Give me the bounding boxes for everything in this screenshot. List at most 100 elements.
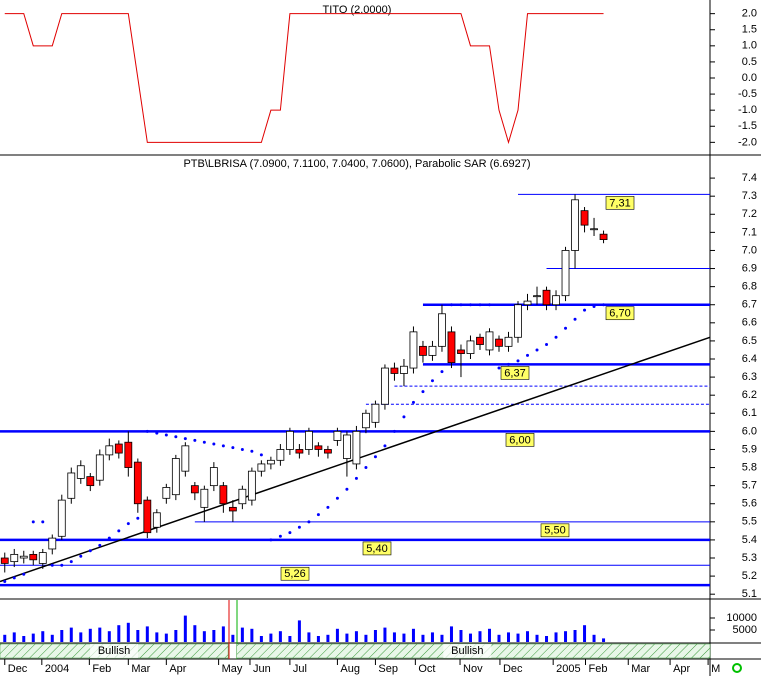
y-tick-label: 6.6 bbox=[742, 317, 757, 329]
volume-bar bbox=[411, 628, 415, 642]
candle-body bbox=[48, 537, 57, 550]
y-tick-label: 6.2 bbox=[742, 389, 757, 401]
sar-dot bbox=[497, 366, 501, 370]
sar-dot bbox=[545, 343, 549, 347]
x-tick-label: Mar bbox=[631, 663, 650, 675]
regime-label-bg bbox=[443, 644, 492, 658]
y-tick-label: 1.5 bbox=[742, 24, 757, 36]
volume-bar bbox=[22, 636, 26, 642]
candle-body bbox=[447, 331, 456, 364]
sar-dot bbox=[430, 379, 434, 383]
volume-bar bbox=[98, 627, 102, 642]
volume-bar bbox=[259, 636, 263, 642]
level-label: 7,31 bbox=[609, 197, 630, 209]
regime-label: Bullish bbox=[451, 645, 483, 657]
volume-bar bbox=[487, 628, 491, 642]
line-series bbox=[4, 13, 604, 145]
x-tick-label: Oct bbox=[418, 663, 435, 675]
candle-body bbox=[542, 289, 551, 306]
sar-dot bbox=[41, 520, 45, 524]
sar-dot bbox=[288, 531, 292, 535]
level-label-box bbox=[280, 566, 310, 581]
y-tick-label: -2.0 bbox=[738, 136, 757, 148]
y-tick-label: -1.0 bbox=[738, 104, 757, 116]
sar-dot bbox=[269, 538, 273, 542]
candle-body bbox=[476, 336, 484, 345]
y-tick-label: 7.3 bbox=[742, 190, 757, 202]
level-label-box bbox=[500, 366, 530, 380]
candle-body bbox=[162, 487, 171, 499]
volume-bar bbox=[497, 634, 501, 642]
volume-bar bbox=[307, 632, 311, 642]
sar-dot bbox=[231, 446, 235, 450]
sar-dot bbox=[411, 400, 415, 404]
sar-dot bbox=[193, 438, 197, 442]
y-tick-label: 6.8 bbox=[742, 281, 757, 293]
candle-body bbox=[29, 553, 38, 561]
sar-dot bbox=[592, 305, 596, 309]
volume-bar bbox=[526, 631, 530, 642]
candle-body bbox=[409, 331, 418, 369]
volume-bar bbox=[212, 630, 216, 642]
x-tick-label: M bbox=[711, 663, 720, 675]
volume-bar bbox=[507, 632, 511, 642]
volume-bar bbox=[554, 632, 558, 642]
sar-dot bbox=[88, 549, 92, 553]
level-label-box bbox=[540, 523, 570, 538]
candle-body bbox=[504, 336, 513, 347]
volume-bar bbox=[564, 631, 568, 642]
sar-dot bbox=[573, 317, 577, 321]
volume-bar bbox=[373, 630, 377, 642]
sar-dot bbox=[440, 370, 444, 374]
volume-bar bbox=[288, 636, 292, 642]
y-tick-label: 7.1 bbox=[742, 226, 757, 238]
sar-dot bbox=[221, 444, 225, 448]
level-label: 6,70 bbox=[609, 308, 630, 320]
volume-bar bbox=[41, 631, 45, 642]
y-tick-label: 5.2 bbox=[742, 570, 757, 582]
candle-body bbox=[390, 367, 399, 374]
candle-body bbox=[171, 458, 180, 496]
x-tick-label: Jun bbox=[253, 663, 271, 675]
sar-dot bbox=[79, 554, 83, 558]
sar-dot bbox=[478, 303, 482, 307]
candle-body bbox=[266, 459, 275, 465]
y-tick-label: 6.3 bbox=[742, 371, 757, 383]
candle-body bbox=[276, 449, 285, 461]
volume-bar bbox=[583, 625, 587, 642]
sar-dot bbox=[126, 522, 130, 526]
candle-body bbox=[200, 488, 209, 508]
sar-dot bbox=[316, 513, 320, 517]
candle-body bbox=[381, 367, 389, 405]
candle-body bbox=[181, 445, 190, 472]
x-tick-label: Feb bbox=[588, 663, 607, 675]
sar-dot bbox=[107, 536, 111, 540]
regime-label: Bullish bbox=[98, 645, 130, 657]
sar-dot bbox=[583, 308, 587, 312]
x-tick-label: Apr bbox=[673, 663, 690, 675]
sar-dot bbox=[98, 543, 102, 547]
candle-body bbox=[114, 443, 123, 454]
candle-body bbox=[533, 295, 541, 298]
level-label: 5,50 bbox=[544, 525, 565, 537]
volume-bar bbox=[592, 634, 596, 642]
level-label-box bbox=[605, 196, 635, 210]
sar-dot bbox=[69, 560, 73, 564]
sar-dot bbox=[516, 359, 520, 363]
y-tick-label: 6.5 bbox=[742, 335, 757, 347]
sar-dot bbox=[564, 326, 568, 330]
y-tick-label: 6.0 bbox=[742, 425, 757, 437]
y-tick-label: 0.5 bbox=[742, 56, 757, 68]
volume-bar bbox=[221, 626, 225, 642]
sar-dot bbox=[212, 442, 216, 446]
candle-body bbox=[438, 313, 446, 347]
sar-dot bbox=[602, 303, 606, 307]
candle-body bbox=[428, 345, 437, 356]
x-tick-label: May bbox=[222, 663, 243, 675]
sar-dot bbox=[3, 580, 7, 584]
volume-bar bbox=[354, 631, 358, 642]
volume-bar bbox=[269, 633, 273, 642]
sar-dot bbox=[535, 348, 539, 352]
x-tick-label: 2005 bbox=[556, 663, 580, 675]
volume-bar bbox=[430, 632, 434, 642]
